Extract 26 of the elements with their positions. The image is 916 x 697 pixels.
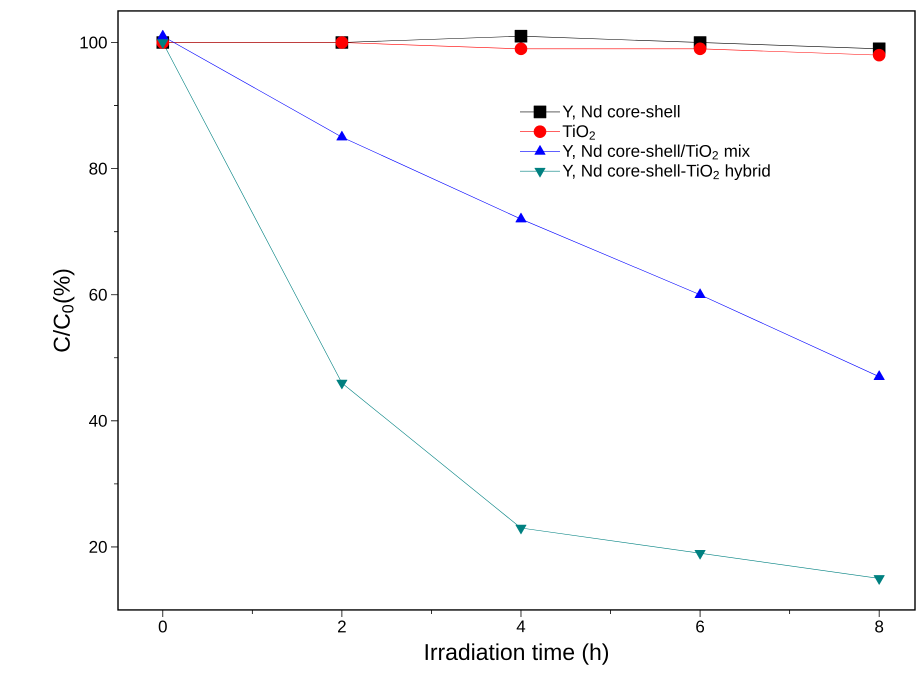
x-tick-label: 6 [696, 620, 704, 633]
legend-label: Y, Nd core-shell/TiO$_{2}$ mix [562, 144, 750, 160]
point [872, 48, 886, 62]
point [874, 575, 885, 585]
legend-label: TiO$_{2}$ [562, 124, 595, 140]
point [694, 550, 706, 560]
point [157, 39, 168, 49]
x-axis-title: Irradiation time (h) [426, 643, 608, 665]
legend-label: Y, Nd core-shell-TiO$_{2}$ hybrid [562, 164, 770, 180]
point [514, 42, 528, 56]
point [157, 30, 168, 40]
point [694, 42, 706, 56]
point [336, 380, 348, 390]
x-tick-label: 2 [338, 620, 346, 632]
y-tick-label: 40 [89, 414, 107, 427]
point [514, 30, 528, 43]
point [515, 524, 526, 534]
x-tick-label: 8 [875, 620, 884, 633]
y-tick-label: 80 [89, 162, 107, 175]
x-tick-label: 0 [158, 620, 167, 633]
x-tick-label: 4 [516, 620, 526, 632]
legend-label: Y, Nd core-shell [562, 105, 680, 120]
y-tick-label: 60 [90, 288, 107, 301]
y-tick-label: 20 [90, 540, 107, 553]
y-tick-label: 100 [80, 36, 107, 49]
y-axis-title: C/C$_{0}$(%) [53, 270, 74, 352]
